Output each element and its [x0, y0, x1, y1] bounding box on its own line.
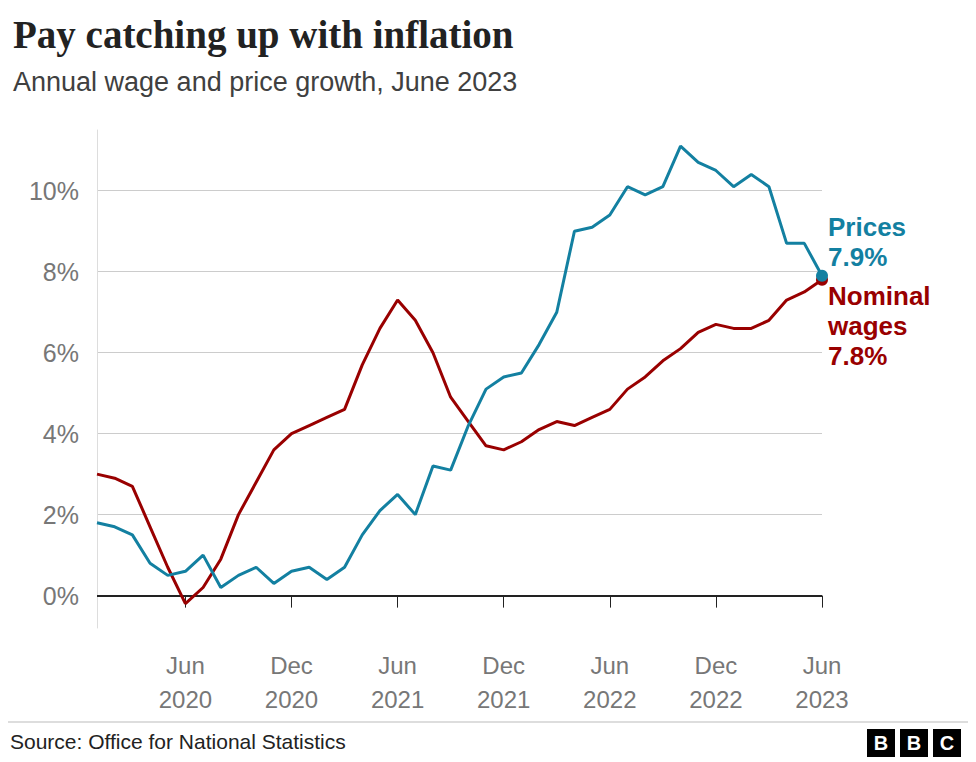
svg-text:Jun: Jun [166, 652, 205, 679]
svg-text:2020: 2020 [265, 686, 318, 713]
svg-text:Dec: Dec [482, 652, 525, 679]
svg-text:Nominal: Nominal [828, 281, 931, 311]
svg-text:Jun: Jun [590, 652, 629, 679]
svg-text:2022: 2022 [583, 686, 636, 713]
svg-text:B: B [874, 732, 888, 754]
svg-text:0%: 0% [43, 582, 79, 610]
svg-text:2022: 2022 [689, 686, 742, 713]
svg-text:7.9%: 7.9% [828, 242, 887, 272]
svg-text:2%: 2% [43, 501, 79, 529]
svg-text:8%: 8% [43, 258, 79, 286]
svg-text:Jun: Jun [378, 652, 417, 679]
svg-text:10%: 10% [29, 177, 79, 205]
svg-text:2023: 2023 [795, 686, 848, 713]
svg-text:Pay catching up with inflation: Pay catching up with inflation [13, 13, 514, 57]
svg-text:4%: 4% [43, 420, 79, 448]
svg-text:wages: wages [827, 311, 908, 341]
svg-text:C: C [940, 732, 954, 754]
svg-text:Dec: Dec [270, 652, 313, 679]
svg-text:6%: 6% [43, 339, 79, 367]
svg-text:2021: 2021 [371, 686, 424, 713]
svg-text:Jun: Jun [803, 652, 842, 679]
svg-text:7.8%: 7.8% [828, 341, 887, 371]
svg-text:Annual wage and price growth,: Annual wage and price growth, June 2023 [13, 67, 517, 97]
svg-text:2020: 2020 [159, 686, 212, 713]
svg-text:B: B [907, 732, 921, 754]
svg-text:Source: Office for National St: Source: Office for National Statistics [10, 730, 346, 753]
svg-text:2021: 2021 [477, 686, 530, 713]
svg-text:Dec: Dec [695, 652, 738, 679]
svg-text:Prices: Prices [828, 212, 906, 242]
